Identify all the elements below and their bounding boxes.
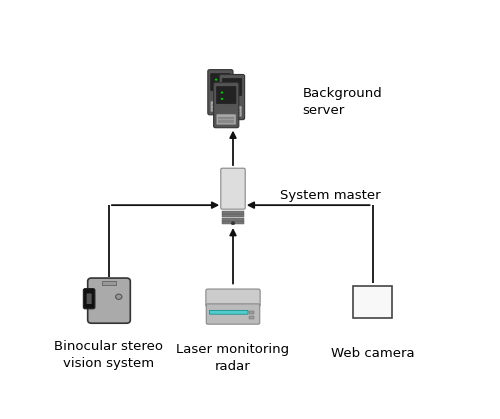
Circle shape	[226, 83, 229, 85]
Circle shape	[220, 98, 223, 100]
Circle shape	[215, 79, 218, 81]
FancyBboxPatch shape	[88, 278, 130, 323]
FancyBboxPatch shape	[206, 304, 260, 324]
FancyBboxPatch shape	[222, 78, 242, 96]
FancyBboxPatch shape	[220, 75, 244, 120]
Bar	[353, 286, 392, 318]
FancyBboxPatch shape	[84, 289, 95, 309]
FancyBboxPatch shape	[221, 168, 245, 209]
Text: System master: System master	[280, 189, 380, 202]
Bar	[224, 109, 240, 111]
Bar	[222, 218, 244, 221]
Bar	[212, 104, 228, 106]
FancyBboxPatch shape	[214, 83, 239, 128]
FancyBboxPatch shape	[210, 101, 230, 112]
Bar	[218, 120, 234, 123]
FancyBboxPatch shape	[208, 70, 233, 115]
Bar	[249, 316, 254, 319]
Text: Background
server: Background server	[303, 87, 382, 117]
Text: Laser monitoring
radar: Laser monitoring radar	[176, 344, 290, 373]
FancyBboxPatch shape	[222, 106, 242, 116]
Bar	[218, 116, 234, 119]
Bar	[222, 211, 244, 214]
Bar	[212, 108, 228, 110]
Bar	[249, 310, 254, 314]
Text: Binocular stereo
vision system: Binocular stereo vision system	[54, 340, 164, 370]
FancyBboxPatch shape	[216, 114, 236, 124]
Bar	[222, 214, 244, 217]
FancyBboxPatch shape	[216, 86, 236, 103]
Circle shape	[116, 294, 122, 300]
Bar	[102, 280, 116, 285]
FancyBboxPatch shape	[210, 310, 248, 314]
FancyBboxPatch shape	[210, 74, 230, 91]
Circle shape	[232, 222, 234, 225]
Text: Web camera: Web camera	[330, 347, 414, 360]
Circle shape	[220, 91, 223, 93]
FancyBboxPatch shape	[86, 293, 92, 304]
Bar	[222, 221, 244, 224]
Circle shape	[226, 90, 229, 92]
Circle shape	[215, 85, 218, 87]
FancyBboxPatch shape	[206, 289, 260, 307]
Bar	[224, 112, 240, 115]
